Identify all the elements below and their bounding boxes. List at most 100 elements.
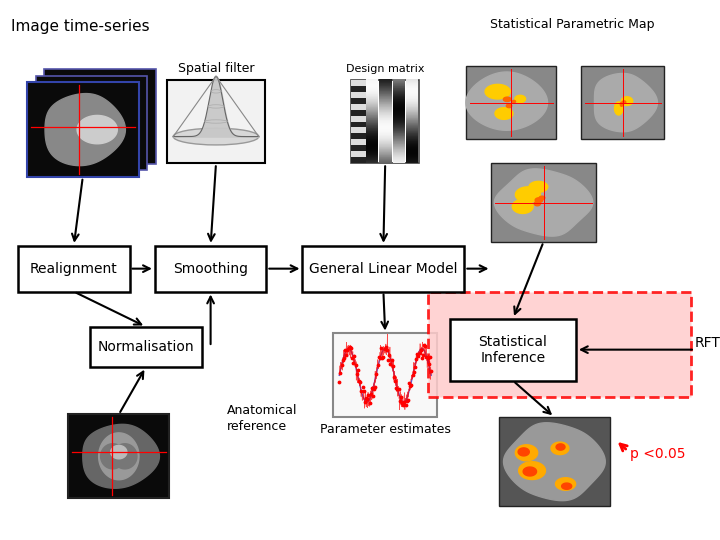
FancyBboxPatch shape — [379, 91, 392, 92]
Point — [338, 354, 350, 362]
FancyBboxPatch shape — [406, 131, 418, 132]
FancyBboxPatch shape — [366, 82, 378, 83]
FancyBboxPatch shape — [379, 130, 392, 131]
FancyBboxPatch shape — [406, 90, 418, 91]
FancyBboxPatch shape — [392, 97, 405, 98]
FancyBboxPatch shape — [366, 126, 378, 127]
Polygon shape — [535, 198, 543, 202]
FancyBboxPatch shape — [406, 110, 418, 111]
Point — [394, 396, 405, 405]
FancyBboxPatch shape — [167, 79, 265, 163]
FancyBboxPatch shape — [366, 115, 378, 116]
Polygon shape — [516, 445, 538, 461]
FancyBboxPatch shape — [392, 124, 405, 125]
FancyBboxPatch shape — [366, 92, 378, 93]
FancyBboxPatch shape — [366, 120, 378, 121]
FancyBboxPatch shape — [392, 82, 405, 83]
FancyBboxPatch shape — [379, 122, 392, 123]
Polygon shape — [551, 442, 569, 455]
FancyBboxPatch shape — [379, 141, 392, 142]
FancyBboxPatch shape — [366, 92, 378, 93]
Point — [399, 398, 410, 407]
FancyBboxPatch shape — [406, 114, 418, 115]
FancyBboxPatch shape — [379, 129, 392, 130]
FancyBboxPatch shape — [392, 84, 405, 85]
FancyBboxPatch shape — [406, 93, 418, 94]
FancyBboxPatch shape — [379, 135, 392, 136]
FancyBboxPatch shape — [406, 98, 418, 99]
FancyBboxPatch shape — [392, 118, 405, 119]
FancyBboxPatch shape — [406, 88, 418, 89]
FancyBboxPatch shape — [406, 101, 418, 102]
Point — [348, 352, 360, 360]
FancyBboxPatch shape — [366, 160, 378, 161]
FancyBboxPatch shape — [351, 86, 366, 92]
FancyBboxPatch shape — [406, 109, 418, 110]
FancyBboxPatch shape — [379, 154, 392, 155]
Polygon shape — [495, 107, 513, 119]
FancyBboxPatch shape — [392, 131, 405, 132]
FancyBboxPatch shape — [366, 140, 378, 141]
FancyBboxPatch shape — [379, 88, 392, 89]
FancyBboxPatch shape — [392, 91, 405, 92]
FancyBboxPatch shape — [379, 140, 392, 141]
Point — [348, 359, 359, 368]
FancyBboxPatch shape — [379, 117, 392, 118]
FancyBboxPatch shape — [366, 153, 378, 154]
Point — [371, 370, 382, 379]
Point — [402, 396, 413, 404]
FancyBboxPatch shape — [366, 132, 378, 133]
FancyBboxPatch shape — [379, 151, 392, 152]
FancyBboxPatch shape — [392, 132, 405, 133]
FancyBboxPatch shape — [366, 99, 378, 100]
FancyBboxPatch shape — [366, 136, 378, 137]
FancyBboxPatch shape — [366, 113, 378, 114]
FancyBboxPatch shape — [392, 114, 405, 116]
FancyBboxPatch shape — [366, 102, 378, 103]
FancyBboxPatch shape — [392, 146, 405, 147]
Point — [395, 393, 407, 402]
FancyBboxPatch shape — [392, 142, 405, 143]
FancyBboxPatch shape — [392, 84, 405, 85]
Point — [378, 353, 390, 361]
FancyBboxPatch shape — [351, 145, 366, 151]
FancyBboxPatch shape — [392, 149, 405, 150]
Polygon shape — [513, 199, 533, 213]
Point — [405, 382, 416, 391]
FancyBboxPatch shape — [366, 147, 378, 148]
FancyBboxPatch shape — [392, 128, 405, 129]
FancyBboxPatch shape — [351, 127, 366, 133]
FancyBboxPatch shape — [366, 117, 378, 118]
FancyBboxPatch shape — [406, 106, 418, 107]
FancyBboxPatch shape — [406, 126, 418, 127]
FancyBboxPatch shape — [379, 85, 392, 86]
FancyBboxPatch shape — [491, 163, 596, 241]
FancyBboxPatch shape — [379, 141, 392, 143]
FancyBboxPatch shape — [379, 153, 392, 154]
Polygon shape — [77, 116, 117, 144]
FancyBboxPatch shape — [406, 154, 418, 155]
Point — [403, 379, 415, 387]
Point — [417, 351, 428, 360]
Point — [405, 380, 417, 389]
FancyBboxPatch shape — [406, 118, 418, 119]
FancyBboxPatch shape — [366, 130, 378, 131]
Point — [337, 356, 348, 364]
FancyBboxPatch shape — [366, 162, 378, 163]
FancyBboxPatch shape — [406, 153, 418, 154]
FancyBboxPatch shape — [379, 134, 392, 135]
FancyBboxPatch shape — [366, 121, 378, 122]
FancyBboxPatch shape — [379, 142, 392, 143]
Polygon shape — [523, 467, 536, 476]
FancyBboxPatch shape — [18, 246, 130, 292]
FancyBboxPatch shape — [379, 103, 392, 104]
FancyBboxPatch shape — [379, 158, 392, 159]
FancyBboxPatch shape — [379, 102, 392, 103]
FancyBboxPatch shape — [392, 86, 405, 87]
FancyBboxPatch shape — [379, 145, 392, 146]
FancyBboxPatch shape — [379, 139, 392, 140]
FancyBboxPatch shape — [379, 90, 392, 91]
FancyBboxPatch shape — [379, 128, 392, 129]
Text: Spatial filter: Spatial filter — [178, 62, 254, 75]
Point — [414, 349, 426, 357]
